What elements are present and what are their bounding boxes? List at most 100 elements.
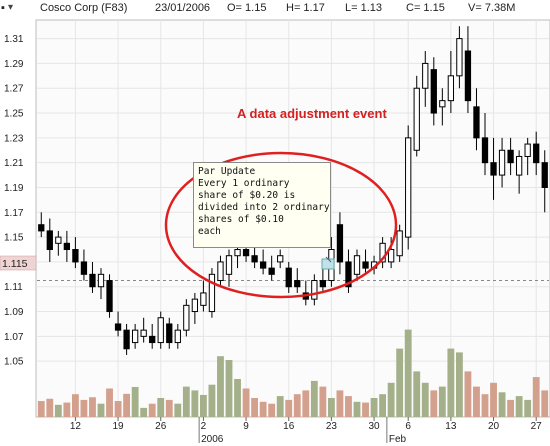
volume-bar (97, 403, 105, 417)
volume-bar (310, 380, 318, 417)
candle-body (481, 137, 489, 164)
volume-bar (165, 399, 173, 417)
volume-bar (430, 390, 438, 417)
candle-body (55, 236, 62, 244)
y-tick-label: 1.09 (4, 307, 24, 318)
volume-bar (455, 352, 463, 417)
candle-body (405, 137, 412, 238)
volume-bar (259, 401, 267, 417)
volume-bar (438, 386, 446, 417)
current-price-label: 1.115 (2, 258, 28, 270)
x-tick-label: 19 (113, 421, 125, 432)
volume-bar (285, 399, 293, 417)
volume-bar (234, 379, 241, 417)
candle-body (379, 242, 386, 263)
volume-bar (498, 392, 506, 417)
candle-body (336, 224, 344, 263)
candle-body (242, 249, 250, 257)
candle-body (38, 224, 45, 232)
volume-bar (225, 360, 233, 417)
x-tick-label: 6 (405, 421, 411, 432)
volume-bar (413, 371, 421, 417)
note-line: shares of $0.10 (198, 214, 284, 225)
header-volume: V= 7.38M (468, 2, 516, 14)
candle-body (234, 249, 241, 257)
header-date: 23/01/2006 (155, 2, 211, 14)
candle-body (430, 69, 437, 114)
x-tick-label: 27 (531, 421, 543, 432)
candle-body (311, 280, 318, 300)
candle-body (208, 273, 216, 313)
volume-bar (37, 401, 45, 417)
candle-body (524, 143, 531, 157)
candle-body (464, 50, 472, 102)
candle-body (149, 335, 156, 344)
volume-bar (396, 348, 404, 417)
candle-body (447, 75, 455, 102)
volume-bar (157, 398, 165, 417)
candle-body (46, 230, 53, 251)
candle-body (285, 267, 292, 288)
volume-bar (242, 388, 250, 417)
volume-bar (276, 396, 284, 417)
note-line: share of $0.20 is (198, 190, 296, 201)
candle-body (191, 298, 199, 313)
y-tick-label: 1.21 (4, 158, 24, 169)
note-line: each (198, 226, 221, 237)
candle-body (140, 329, 147, 337)
volume-bar (532, 377, 540, 417)
candle-body (541, 162, 548, 188)
volume-bar (131, 386, 139, 417)
candle-body (80, 261, 88, 275)
y-tick-label: 1.31 (4, 34, 24, 45)
candle-body (396, 230, 403, 257)
x-tick-label: 30 (369, 421, 381, 432)
candle-body (353, 255, 361, 275)
header-arrow-icon[interactable]: ▾ (8, 2, 14, 13)
par-update-note: Par Update Every 1 ordinary share of $0.… (193, 162, 331, 248)
note-line: Par Update (198, 166, 256, 177)
annotation-title: A data adjustment event (237, 106, 387, 121)
candle-body (533, 143, 540, 164)
candle-body (106, 280, 113, 313)
x-tick-label: 26 (155, 421, 167, 432)
volume-bar (473, 386, 480, 417)
x-period-label: 2006 (201, 434, 224, 445)
y-tick-label: 1.05 (4, 357, 24, 368)
price-label-box: 1.115 (0, 255, 37, 271)
volume-bar (217, 356, 224, 417)
volume-bar (302, 390, 310, 417)
x-tick-label: 23 (326, 421, 338, 432)
volume-bar (447, 348, 455, 417)
candle-body (456, 38, 463, 77)
header-dropdown-icon[interactable]: ▪ (1, 2, 5, 14)
x-tick-label: 20 (488, 421, 500, 432)
candle-body (362, 261, 369, 269)
volume-bar (54, 404, 62, 417)
volume-bar (208, 384, 216, 417)
volume-bar (319, 386, 327, 417)
x-tick-label: 9 (243, 421, 249, 432)
candle-body (251, 255, 258, 263)
x-tick-label: 12 (70, 421, 82, 432)
candle-body (498, 149, 506, 176)
y-tick-label: 1.25 (4, 109, 24, 120)
volume-bar (370, 398, 378, 417)
candle-body (268, 267, 275, 275)
candle-body (490, 162, 497, 176)
volume-bar (251, 398, 259, 417)
candle-body (319, 280, 327, 288)
candle-body (131, 329, 139, 344)
header-high: H= 1.17 (286, 2, 325, 14)
volume-bar (345, 396, 352, 417)
volume-bar (182, 386, 190, 417)
volume-bar (293, 394, 301, 417)
y-tick-label: 1.19 (4, 183, 24, 194)
candle-body (413, 87, 420, 151)
volume-bar (421, 382, 429, 417)
header-low: L= 1.13 (345, 2, 383, 14)
adjustment-event-circle (164, 151, 398, 299)
candle-body (387, 249, 395, 263)
candle-body (97, 273, 105, 288)
volume-bar (404, 329, 412, 417)
